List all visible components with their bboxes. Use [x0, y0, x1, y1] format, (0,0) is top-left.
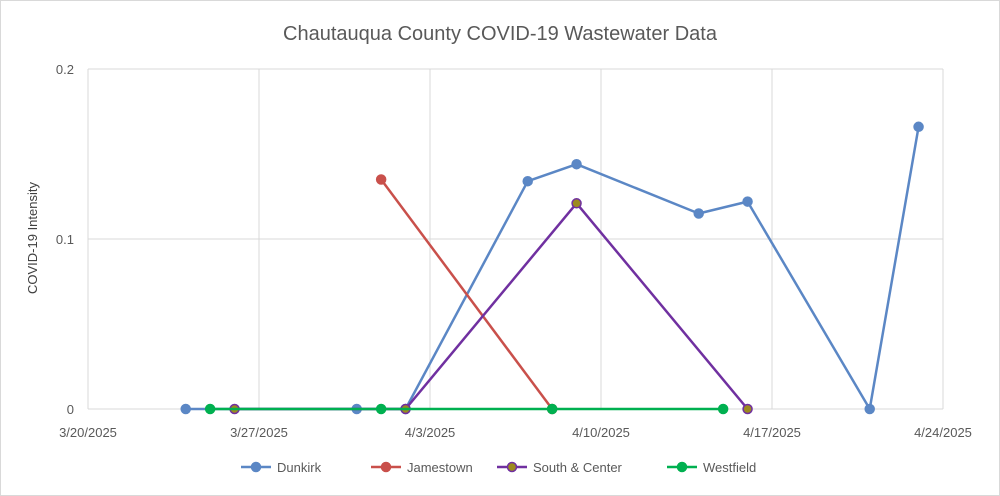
data-point [571, 198, 582, 209]
data-point [742, 196, 753, 207]
chart-title: Chautauqua County COVID-19 Wastewater Da… [283, 23, 718, 45]
x-tick-label: 3/20/2025 [59, 425, 117, 440]
x-tick-label: 4/10/2025 [572, 425, 630, 440]
legend-item: Jamestown [371, 460, 473, 475]
legend-swatch-marker [506, 461, 518, 473]
data-point [693, 208, 704, 219]
series-south-center [229, 198, 753, 415]
data-point [204, 403, 216, 415]
legend-item: South & Center [497, 460, 623, 475]
series-westfield [204, 403, 729, 415]
data-point [864, 403, 875, 415]
x-tick-label: 4/24/2025 [914, 425, 972, 440]
series-group [180, 121, 924, 415]
legend-swatch-marker [250, 461, 262, 473]
series-jamestown [375, 174, 558, 415]
series-line [234, 202, 749, 411]
data-point [913, 121, 924, 133]
y-tick-label: 0.2 [56, 62, 74, 77]
data-point [717, 403, 729, 415]
legend-label: Westfield [703, 460, 756, 475]
data-point [375, 403, 387, 415]
data-point [180, 403, 191, 415]
legend-label: Dunkirk [277, 460, 322, 475]
x-tick-label: 4/3/2025 [405, 425, 456, 440]
tick-labels: 3/20/2025 3/27/2025 4/3/2025 4/10/2025 4/17/… [56, 62, 972, 440]
series-line [380, 178, 554, 410]
y-tick-label: 0.1 [56, 232, 74, 247]
data-point [522, 175, 533, 187]
legend-item: Westfield [667, 460, 756, 475]
series-line [185, 126, 920, 411]
y-tick-label: 0 [67, 402, 74, 417]
x-tick-label: 3/27/2025 [230, 425, 288, 440]
legend-label: South & Center [533, 460, 623, 475]
legend-label: Jamestown [407, 460, 473, 475]
data-point [375, 174, 387, 185]
gridlines [87, 68, 944, 410]
data-point [546, 403, 558, 415]
legend-swatch-marker [380, 461, 392, 473]
y-axis-title: COVID-19 Intensity [25, 182, 40, 294]
data-point [742, 403, 753, 415]
series-dunkirk [180, 121, 924, 415]
legend-swatch-marker [676, 461, 688, 473]
x-tick-label: 4/17/2025 [743, 425, 801, 440]
data-point [571, 158, 582, 170]
legend-item: Dunkirk [241, 460, 322, 475]
legend: Dunkirk Jamestown South & Center Westfield [241, 460, 756, 475]
